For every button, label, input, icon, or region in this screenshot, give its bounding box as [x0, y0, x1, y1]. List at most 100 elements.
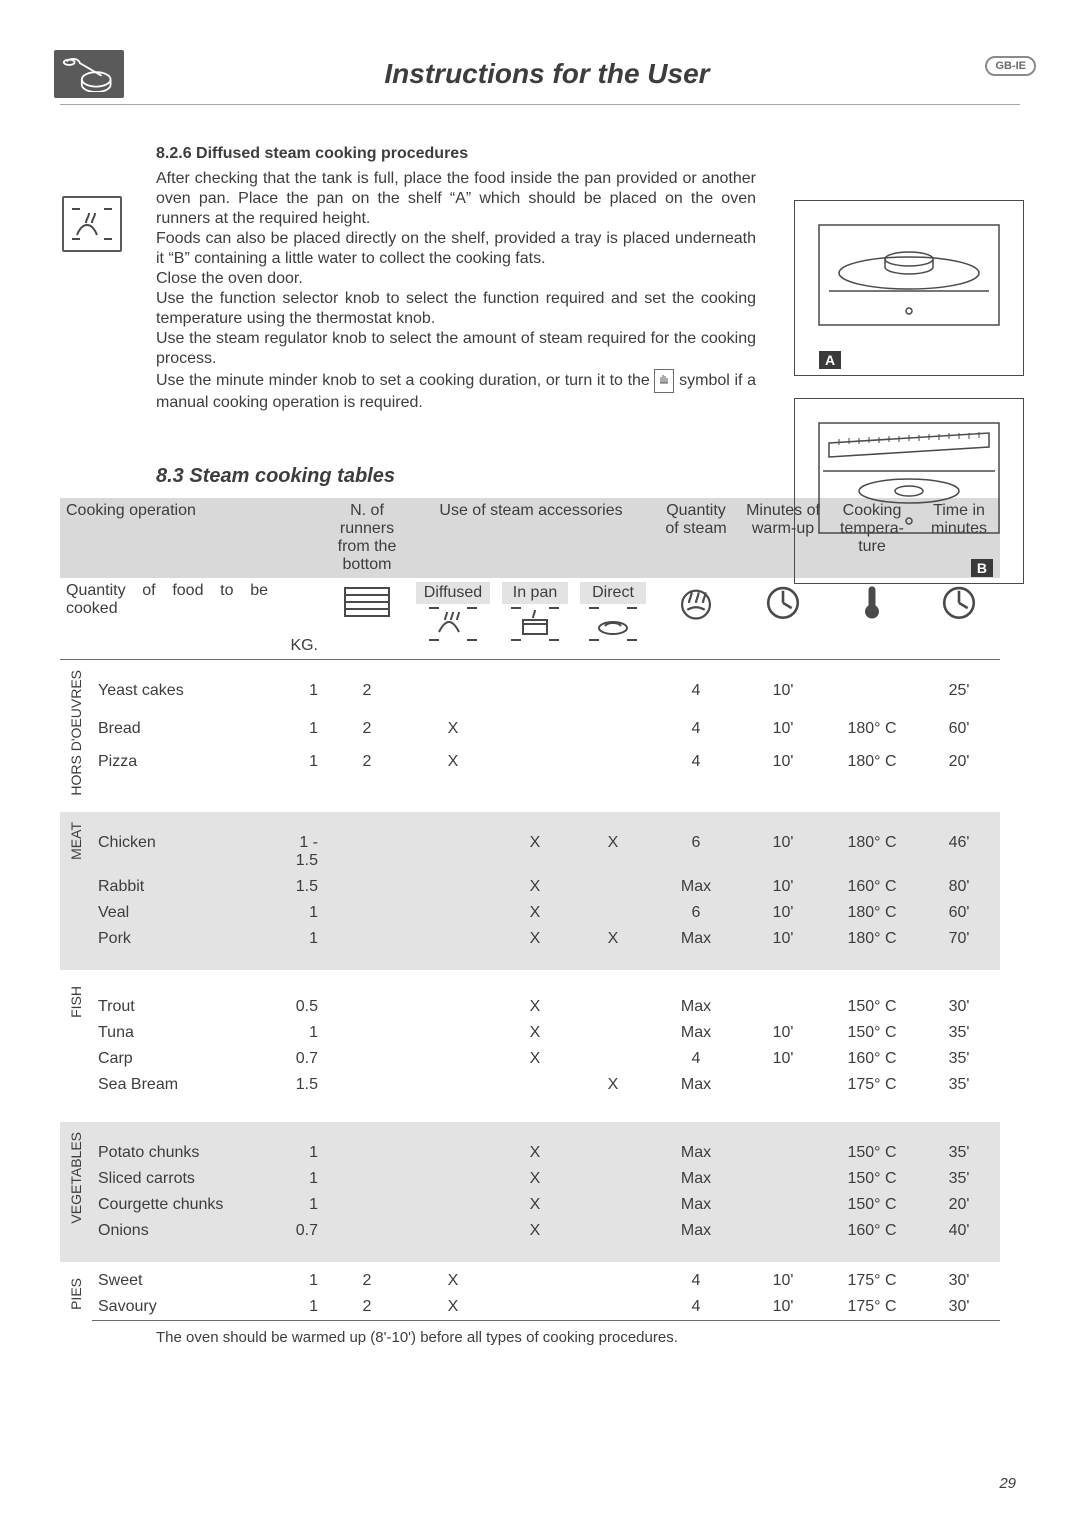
table-row: Bread12X410'180° C60'	[60, 716, 1000, 749]
row-runners	[324, 973, 410, 1020]
section-826-p6a: Use the minute minder knob to set a cook…	[156, 372, 654, 389]
row-warmup	[740, 1166, 826, 1192]
row-temp	[826, 660, 918, 716]
row-inpan: X	[496, 1020, 574, 1046]
row-kg: 1	[274, 1166, 324, 1192]
row-diffused	[410, 660, 496, 716]
row-runners	[324, 874, 410, 900]
row-time: 25'	[918, 660, 1000, 716]
row-kg: 1	[274, 1119, 324, 1166]
row-inpan: X	[496, 900, 574, 926]
runners-icon	[324, 578, 410, 660]
title-underline	[60, 104, 1020, 105]
row-temp: 150° C	[826, 1166, 918, 1192]
row-name: Rabbit	[92, 874, 274, 900]
row-runners	[324, 1218, 410, 1265]
row-qty-steam: Max	[652, 1020, 740, 1046]
row-warmup: 10'	[740, 749, 826, 809]
row-kg: 1	[274, 1020, 324, 1046]
row-qty-steam: Max	[652, 1072, 740, 1119]
row-inpan: X	[496, 926, 574, 973]
row-name: Savoury	[92, 1294, 274, 1321]
row-name: Potato chunks	[92, 1119, 274, 1166]
row-warmup	[740, 1192, 826, 1218]
col-operation: Cooking operation	[60, 498, 324, 578]
table-row: Carp0.7X410'160° C35'	[60, 1046, 1000, 1072]
footnote: The oven should be warmed up (8'-10') be…	[156, 1329, 1020, 1346]
row-time: 30'	[918, 973, 1000, 1020]
row-runners: 2	[324, 1294, 410, 1321]
row-qty-steam: Max	[652, 1192, 740, 1218]
row-inpan: X	[496, 1166, 574, 1192]
row-inpan: X	[496, 1192, 574, 1218]
row-direct	[574, 1020, 652, 1046]
row-temp: 150° C	[826, 1020, 918, 1046]
row-name: Sweet	[92, 1265, 274, 1294]
row-inpan: X	[496, 809, 574, 874]
row-direct	[574, 973, 652, 1020]
row-warmup: 10'	[740, 1294, 826, 1321]
table-row: Tuna1XMax10'150° C35'	[60, 1020, 1000, 1046]
row-inpan: X	[496, 973, 574, 1020]
row-qty-steam: Max	[652, 1166, 740, 1192]
row-warmup: 10'	[740, 716, 826, 749]
figure-b: B	[794, 398, 1024, 584]
row-direct: X	[574, 926, 652, 973]
row-warmup: 10'	[740, 900, 826, 926]
row-kg: 0.5	[274, 973, 324, 1020]
page-title: Instructions for the User	[74, 58, 1020, 90]
row-direct	[574, 716, 652, 749]
row-kg: 0.7	[274, 1218, 324, 1265]
row-diffused	[410, 1166, 496, 1192]
row-qty-steam: 6	[652, 900, 740, 926]
row-inpan: X	[496, 874, 574, 900]
row-temp: 180° C	[826, 809, 918, 874]
row-direct	[574, 1218, 652, 1265]
row-runners	[324, 1166, 410, 1192]
row-inpan: X	[496, 1218, 574, 1265]
row-kg: 0.7	[274, 1046, 324, 1072]
row-temp: 150° C	[826, 973, 918, 1020]
row-diffused: X	[410, 749, 496, 809]
row-warmup: 10'	[740, 1020, 826, 1046]
row-time: 20'	[918, 749, 1000, 809]
row-inpan	[496, 1072, 574, 1119]
row-inpan	[496, 1294, 574, 1321]
row-inpan	[496, 716, 574, 749]
table-row: Courgette chunks1XMax150° C20'	[60, 1192, 1000, 1218]
row-runners	[324, 1046, 410, 1072]
row-name: Pizza	[92, 749, 274, 809]
col-direct: Direct	[574, 578, 652, 660]
section-826-p1: After checking that the tank is full, pl…	[156, 169, 756, 229]
row-name: Chicken	[92, 809, 274, 874]
category-label: MEAT	[60, 809, 92, 973]
row-kg: 1	[274, 1265, 324, 1294]
row-kg: 1	[274, 1294, 324, 1321]
region-badge: GB-IE	[985, 56, 1036, 76]
section-826-p4: Use the function selector knob to select…	[156, 289, 756, 329]
row-runners	[324, 809, 410, 874]
row-time: 30'	[918, 1265, 1000, 1294]
row-warmup: 10'	[740, 809, 826, 874]
row-diffused	[410, 926, 496, 973]
row-name: Sea Bream	[92, 1072, 274, 1119]
row-qty-steam: Max	[652, 1218, 740, 1265]
row-qty-steam: 6	[652, 809, 740, 874]
row-temp: 150° C	[826, 1119, 918, 1166]
row-kg: 1	[274, 749, 324, 809]
row-runners	[324, 900, 410, 926]
row-direct	[574, 874, 652, 900]
section-826-p5: Use the steam regulator knob to select t…	[156, 329, 756, 369]
col-runners: N. of runners from the bottom	[324, 498, 410, 578]
figure-a-label: A	[819, 351, 841, 369]
row-kg: 1.5	[274, 874, 324, 900]
table-row: Rabbit1.5XMax10'160° C80'	[60, 874, 1000, 900]
row-name: Courgette chunks	[92, 1192, 274, 1218]
row-time: 60'	[918, 900, 1000, 926]
col-accessories: Use of steam accessories	[410, 498, 652, 578]
header-row: Instructions for the User	[54, 50, 1020, 98]
row-time: 46'	[918, 809, 1000, 874]
row-direct: X	[574, 1072, 652, 1119]
section-826-p2: Foods can also be placed directly on the…	[156, 229, 756, 269]
row-runners: 2	[324, 749, 410, 809]
